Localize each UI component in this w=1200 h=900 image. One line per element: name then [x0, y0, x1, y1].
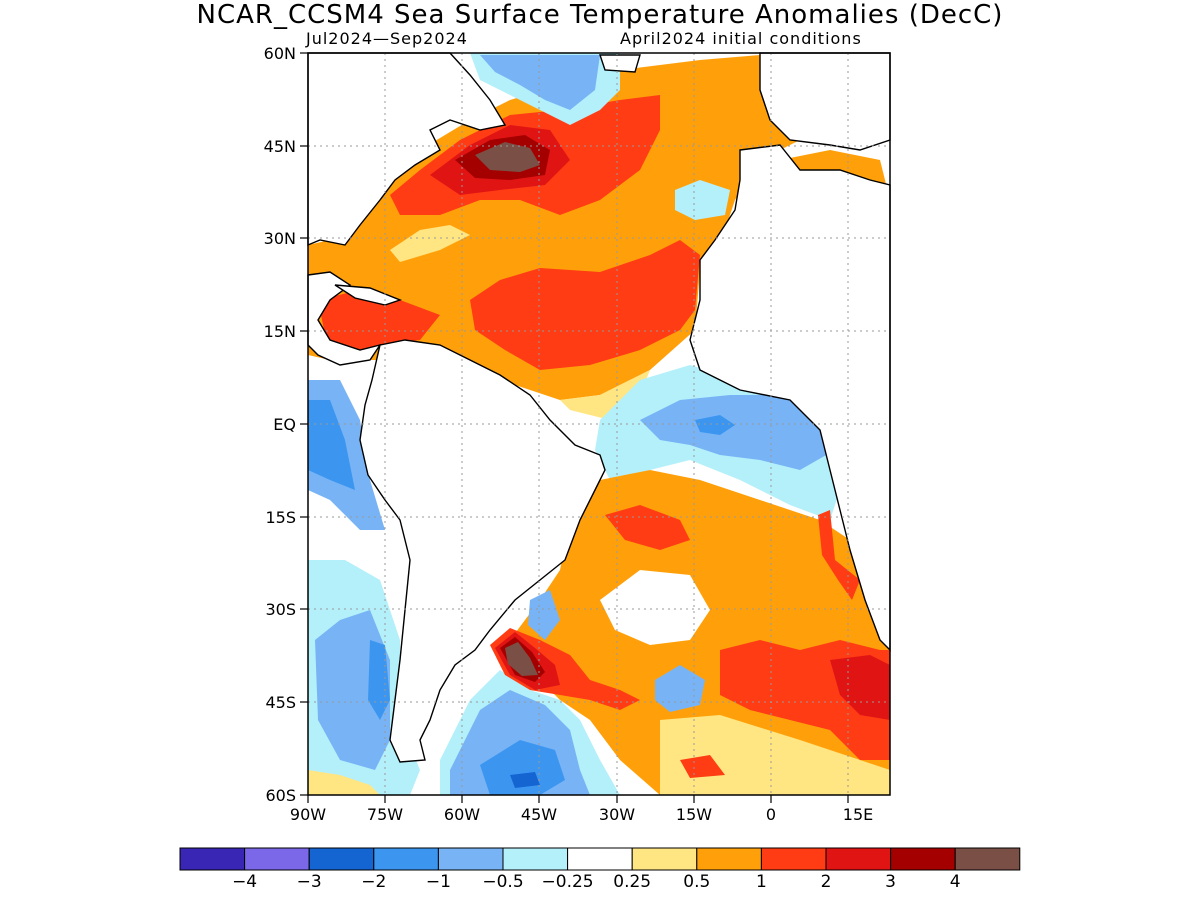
- colorbar-tick-label: −1: [425, 872, 451, 892]
- lon-label: 60W: [443, 805, 481, 824]
- colorbar-tick-label: 0.25: [613, 872, 652, 892]
- lon-label: 0: [765, 805, 777, 824]
- lat-label: 30S: [265, 600, 296, 619]
- colorbar-tick-label: −4: [232, 872, 258, 892]
- colorbar-swatch: [244, 847, 310, 871]
- region-confluence-cold: [528, 590, 560, 640]
- region-equatorial-colder: [640, 395, 835, 470]
- lat-label: 45N: [263, 137, 296, 156]
- central-america: [307, 271, 382, 366]
- colorbar-swatch: [890, 847, 956, 871]
- region-pacific-colder: [308, 400, 355, 490]
- colorbar-swatch: [179, 847, 246, 871]
- region-yellow-west: [308, 770, 380, 795]
- region-south-blue: [480, 740, 565, 795]
- lon-label: 15E: [842, 805, 874, 824]
- continents: [307, 52, 891, 763]
- graticule: [308, 53, 890, 795]
- lon-label: 45W: [520, 805, 558, 824]
- region-tropical-red: [470, 240, 700, 370]
- lat-label: 45S: [265, 693, 296, 712]
- region-south-atlantic-white: [600, 570, 710, 645]
- north-america: [307, 52, 507, 247]
- region-southeast-deep: [830, 655, 890, 720]
- colorbar-swatch: [567, 847, 633, 871]
- axis-ticks: [300, 52, 849, 803]
- region-southern-red: [680, 755, 725, 778]
- lon-label: 90W: [289, 805, 327, 824]
- colorbar-tick-label: 2: [820, 872, 832, 892]
- initial-conditions: April2024 initial conditions: [620, 29, 862, 48]
- colorbar-swatch: [631, 847, 698, 871]
- anomaly-contours: [308, 53, 890, 795]
- region-labrador-colder: [480, 55, 600, 110]
- south-america: [359, 339, 606, 763]
- colorbar-tick-label: 4: [949, 872, 961, 892]
- iceland: [599, 54, 641, 73]
- lon-label: 75W: [366, 805, 404, 824]
- cuba: [334, 284, 403, 306]
- region-caribbean-red: [318, 290, 440, 355]
- colorbar-tick-label: 3: [885, 872, 896, 892]
- colorbar-tick-label: −0.5: [482, 872, 524, 892]
- lon-label: 30W: [598, 805, 636, 824]
- colorbar-tick-label: −0.25: [541, 872, 594, 892]
- colorbar-tick-label: 0.5: [683, 872, 711, 892]
- region-equatorial-blue: [695, 415, 735, 435]
- region-south-deep-blue: [510, 772, 540, 788]
- colorbar-swatch: [825, 847, 892, 871]
- colorbar-swatch: [373, 847, 439, 871]
- lat-label: 60S: [265, 786, 296, 805]
- lat-label: 15S: [265, 508, 296, 527]
- map-title: NCAR_CCSM4 Sea Surface Temperature Anoma…: [196, 0, 1004, 30]
- region-north-atlantic: [308, 53, 890, 400]
- colorbar-swatch: [760, 847, 827, 871]
- lon-label: 15W: [675, 805, 713, 824]
- forecast-period: Jul2024—Sep2024: [306, 29, 468, 48]
- region-cold-patch-south-mid: [655, 665, 705, 712]
- lat-label: 30N: [263, 229, 296, 248]
- africa: [689, 144, 891, 652]
- colorbar-swatch: [696, 847, 762, 871]
- colorbar-swatch: [502, 847, 569, 871]
- region-gulf-stream-core: [475, 142, 540, 172]
- lat-label: 60N: [263, 44, 296, 63]
- colorbar-swatch: [954, 847, 1021, 871]
- colorbar-swatch: [308, 847, 375, 871]
- colorbar-tick-label: −2: [361, 872, 387, 892]
- region-confluence-core: [505, 642, 538, 676]
- region-yellow-fringe: [560, 370, 650, 420]
- lat-label: 15N: [263, 322, 296, 341]
- colorbar-tick-label: 1: [755, 872, 767, 892]
- lat-label: EQ: [273, 415, 296, 434]
- region-cold-patch-mid: [675, 180, 730, 220]
- colorbar-swatch: [437, 847, 504, 871]
- colorbar-tick-label: −3: [296, 872, 322, 892]
- region-angola-red: [818, 510, 860, 600]
- region-south-atlantic-red-patch: [605, 505, 690, 550]
- region-yellow-band: [390, 225, 470, 262]
- colorbar: [179, 847, 1021, 871]
